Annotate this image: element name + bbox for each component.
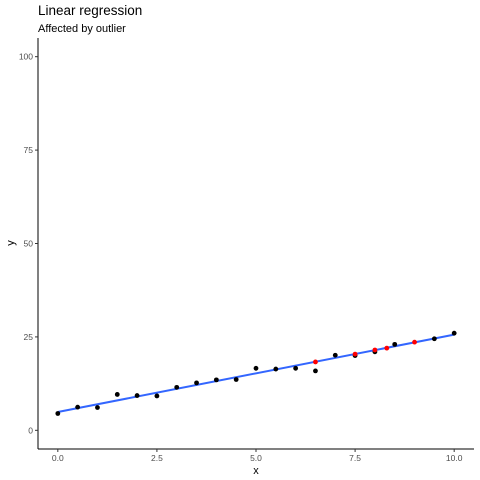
data-point [392,341,398,347]
data-point [332,352,338,358]
data-point [451,330,457,336]
x-tick-label: 5.0 [250,453,262,463]
data-point [75,404,81,410]
highlighted-point [384,345,390,351]
x-tick-label: 10.0 [446,453,463,463]
x-tick-label: 0.0 [52,453,64,463]
ticks: 0.0 2.5 5.0 7.5 10.0 0 25 50 75 100 [19,52,463,463]
data-point [114,392,120,397]
data-point [253,365,259,371]
chart-title: Linear regression [38,3,142,18]
y-tick-label: 100 [19,52,33,62]
highlighted-point [352,351,358,357]
y-axis-title: y [5,240,17,246]
data-point [55,411,61,416]
axes [37,38,474,450]
chart-subtitle: Affected by outlier [38,23,126,35]
x-tick-label: 7.5 [349,453,361,463]
x-tick-label: 2.5 [151,453,163,463]
highlighted-point [372,347,378,353]
data-point [273,366,279,372]
y-tick-label: 75 [24,145,34,155]
y-tick-label: 50 [24,239,34,249]
data-point [194,380,199,386]
highlighted-point [313,359,318,365]
y-tick-label: 0 [28,425,33,435]
data-point [154,393,160,399]
data-point [134,393,140,398]
data-point [174,384,180,390]
data-point [233,377,239,382]
data-point [293,365,299,371]
y-tick-label: 25 [24,332,34,342]
data-point [213,377,219,383]
points-group [55,330,457,416]
data-point [95,405,100,410]
highlighted-point [412,339,417,345]
data-point [313,368,318,374]
data-point [431,336,437,342]
x-axis-title: x [253,465,259,477]
